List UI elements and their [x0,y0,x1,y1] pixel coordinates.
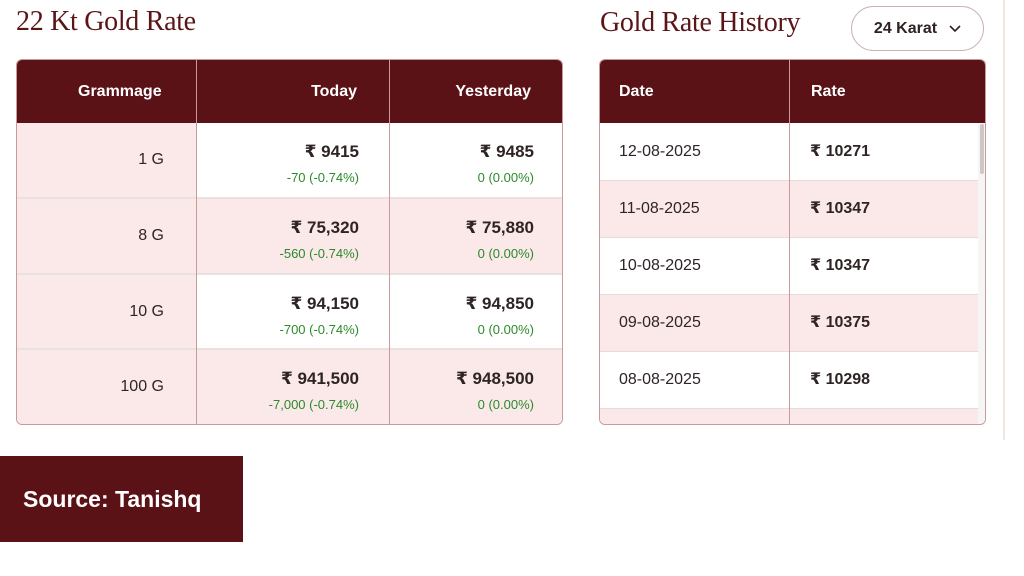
grammage-cell: 1 G [138,151,164,168]
gold-rate-table: Grammage Today Yesterday 1 G ₹ 9415 -70 … [16,59,563,425]
history-rate: ₹ 10271 [810,143,871,160]
history-date: 10-08-2025 [619,257,701,274]
table-row: 10 G ₹ 94,150 -700 (-0.74%) ₹ 94,850 0 (… [17,275,562,349]
table-row: 100 G ₹ 941,500 -7,000 (-0.74%) ₹ 948,50… [17,350,562,424]
history-date: 11-08-2025 [619,200,700,217]
header-date: Date [619,83,654,100]
grammage-cell: 8 G [138,227,164,244]
yesterday-price: ₹ 948,500 [455,369,534,388]
column-divider [389,60,390,424]
source-label: Source: Tanishq [23,486,202,512]
yesterday-price: ₹ 9485 [479,142,534,161]
header-grammage: Grammage [78,83,162,100]
history-rate: ₹ 10298 [810,371,871,388]
row-divider [17,197,562,199]
table-row: 10-08-2025 ₹ 10347 [600,237,978,294]
today-change: -7,000 (-0.74%) [268,397,359,412]
today-change: -70 (-0.74%) [286,170,359,185]
history-rate: ₹ 10347 [810,200,871,217]
history-date: 08-08-2025 [619,371,701,388]
table-row: 1 G ₹ 9415 -70 (-0.74%) ₹ 9485 0 (0.00%) [17,123,562,197]
gold-rate-history-table[interactable]: Date Rate 12-08-2025 ₹ 10271 11-08-2025 … [599,59,986,425]
yesterday-change: 0 (0.00%) [477,170,534,185]
scrollbar-thumb[interactable] [980,124,984,174]
today-change: -560 (-0.74%) [279,246,359,261]
grammage-cell: 10 G [129,303,164,320]
gold-rate-history-title: Gold Rate History [600,7,801,38]
row-divider [17,273,562,275]
yesterday-change: 0 (0.00%) [477,246,534,261]
today-price: ₹ 75,320 [290,218,359,237]
grammage-cell: 100 G [120,378,164,395]
karat-select[interactable]: 24 Karat [851,6,984,51]
column-divider [789,60,790,424]
today-price: ₹ 941,500 [280,369,359,388]
column-divider [196,60,197,424]
gold-rate-title: 22 Kt Gold Rate [16,6,196,37]
header-yesterday: Yesterday [455,83,531,100]
today-price: ₹ 94,150 [290,294,359,313]
history-rate: ₹ 10347 [810,257,871,274]
history-rate: ₹ 10375 [810,314,871,331]
karat-select-value: 24 Karat [873,19,938,37]
table-row: 12-08-2025 ₹ 10271 [600,123,978,180]
today-change: -700 (-0.74%) [279,322,359,337]
yesterday-price: ₹ 75,880 [465,218,534,237]
scrollbar-track[interactable] [978,123,985,424]
table-header: Date Rate [600,60,985,123]
yesterday-price: ₹ 94,850 [465,294,534,313]
row-divider [17,348,562,350]
history-date: 09-08-2025 [619,314,701,331]
table-header: Grammage Today Yesterday [17,60,562,123]
today-price: ₹ 9415 [304,142,359,161]
header-rate: Rate [811,83,846,100]
table-row: 8 G ₹ 75,320 -560 (-0.74%) ₹ 75,880 0 (0… [17,199,562,273]
chevron-down-icon [949,24,961,32]
header-today: Today [311,83,357,100]
source-label-box: Source: Tanishq [0,456,243,542]
yesterday-change: 0 (0.00%) [477,397,534,412]
page-edge-divider [1003,0,1005,440]
history-date: 12-08-2025 [619,143,701,160]
yesterday-change: 0 (0.00%) [477,322,534,337]
table-row: 08-08-2025 ₹ 10298 [600,351,978,408]
